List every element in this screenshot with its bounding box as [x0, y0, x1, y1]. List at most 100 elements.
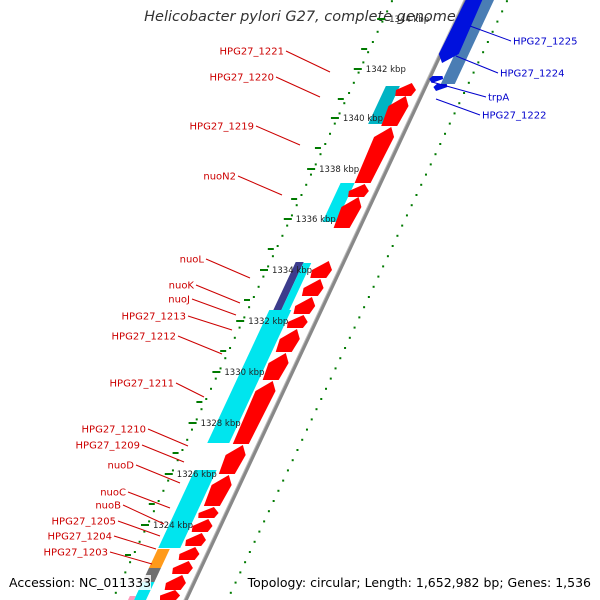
gene-label[interactable]: nuoC [100, 488, 126, 499]
gene-label[interactable]: HPG27_1204 [48, 532, 112, 543]
minor-tick [501, 10, 504, 13]
forward-gene-arrow[interactable] [348, 184, 369, 197]
gene-label[interactable]: nuoN2 [203, 172, 236, 183]
forward-gene-arrow[interactable] [301, 279, 324, 296]
forward-gene-arrow[interactable] [185, 533, 206, 546]
minor-tick [296, 449, 299, 451]
gene-label[interactable]: HPG27_1220 [210, 73, 274, 84]
label-leader [191, 298, 237, 316]
minor-tick [224, 357, 227, 360]
minor-tick [319, 153, 322, 156]
label-leader [117, 520, 161, 537]
track-block [273, 262, 304, 310]
gene-label[interactable]: HPG27_1213 [122, 312, 186, 323]
minor-tick [248, 551, 251, 553]
gene-label[interactable]: nuoB [95, 501, 121, 512]
minor-tick [348, 92, 351, 94]
label-leader [122, 504, 165, 525]
minor-tick [324, 143, 327, 145]
track-block [127, 596, 136, 600]
gene-label[interactable]: HPG27_1205 [52, 517, 116, 528]
minor-tick [281, 234, 284, 237]
forward-gene-arrow[interactable] [159, 590, 181, 600]
minor-tick [181, 449, 184, 451]
minor-tick [376, 30, 379, 33]
gene-label[interactable]: nuoD [108, 461, 135, 472]
gene-label[interactable]: HPG27_1211 [110, 379, 174, 390]
minor-tick [310, 418, 313, 421]
forward-gene-arrow[interactable] [172, 561, 193, 574]
minor-tick [339, 357, 342, 360]
gene-label[interactable]: HPG27_1210 [82, 425, 146, 436]
minor-tick [124, 571, 127, 574]
forward-gene-arrow[interactable] [178, 547, 200, 560]
tick-label: 1338 kbp [319, 165, 359, 175]
forward-gene-arrow[interactable] [232, 381, 276, 444]
gene-label[interactable]: nuoL [180, 255, 205, 266]
minor-tick [329, 377, 332, 380]
minor-tick [129, 561, 132, 564]
forward-gene-arrow[interactable] [310, 261, 332, 278]
label-leader [175, 382, 205, 398]
minor-tick [295, 204, 298, 207]
minor-tick [167, 479, 170, 482]
minor-tick [238, 326, 241, 329]
forward-gene-arrow[interactable] [275, 329, 300, 352]
gene-label[interactable]: HPG27_1203 [44, 548, 108, 559]
forward-gene-arrow[interactable] [354, 127, 395, 183]
tick-label: 1328 kbp [201, 419, 241, 429]
minor-tick [434, 153, 437, 156]
gene-label[interactable]: HPG27_1212 [112, 332, 176, 343]
minor-tick [362, 61, 365, 64]
reverse-gene-arrow[interactable] [438, 0, 487, 63]
gene-label[interactable]: HPG27_1219 [190, 122, 254, 133]
forward-gene-arrow[interactable] [203, 475, 232, 506]
forward-gene-arrow[interactable] [286, 315, 308, 328]
gene-label[interactable]: HPG27_1222 [482, 111, 546, 122]
minor-tick [439, 143, 442, 145]
minor-tick [271, 255, 274, 258]
label-leader [127, 491, 171, 509]
forward-gene-arrow[interactable] [262, 353, 289, 380]
label-leader [147, 428, 189, 447]
minor-tick [338, 112, 341, 115]
minor-tick [348, 336, 351, 339]
minor-tick [309, 173, 312, 176]
minor-tick [138, 540, 141, 543]
forward-gene-arrow[interactable] [293, 297, 316, 314]
gene-label[interactable]: trpA [488, 93, 509, 104]
tick-label: 1330 kbp [224, 368, 264, 378]
reverse-gene-arrow[interactable] [433, 84, 448, 91]
minor-tick [233, 336, 236, 339]
minor-tick [367, 51, 370, 54]
forward-gene-arrow[interactable] [218, 445, 246, 474]
forward-gene-arrow[interactable] [164, 575, 186, 590]
forward-gene-arrow[interactable] [191, 519, 213, 532]
forward-gene-arrow[interactable] [395, 83, 416, 96]
minor-tick [458, 102, 461, 105]
gene-label[interactable]: HPG27_1225 [513, 37, 577, 48]
forward-gene-arrow[interactable] [198, 507, 219, 518]
forward-strand-genes [159, 83, 416, 600]
gene-labels: HPG27_1221 HPG27_1220 HPG27_1219 nuoN2 nuoL n… [44, 25, 577, 565]
gene-label[interactable]: nuoK [169, 281, 195, 292]
minor-tick [305, 428, 308, 431]
gene-label[interactable]: HPG27_1209 [76, 441, 140, 452]
label-leader [205, 258, 251, 279]
minor-tick [248, 306, 251, 309]
minor-tick [357, 71, 360, 74]
forward-gene-arrow[interactable] [381, 96, 409, 126]
minor-tick [477, 61, 480, 64]
tick-label: 1340 kbp [343, 114, 383, 124]
tick-label: 1334 kbp [272, 266, 312, 276]
tick-label: 1344 kbp [389, 15, 429, 25]
accession-text: Accession: NC_011333 [9, 575, 152, 590]
forward-gene-arrow[interactable] [333, 197, 362, 228]
gene-label[interactable]: HPG27_1224 [500, 69, 564, 80]
map-title: Helicobacter pylori G27, complete genome [0, 9, 600, 25]
minor-tick [505, 0, 508, 3]
reverse-gene-arrow[interactable] [429, 76, 444, 83]
gene-label[interactable]: HPG27_1221 [220, 47, 284, 58]
gene-label[interactable]: nuoJ [168, 295, 190, 306]
